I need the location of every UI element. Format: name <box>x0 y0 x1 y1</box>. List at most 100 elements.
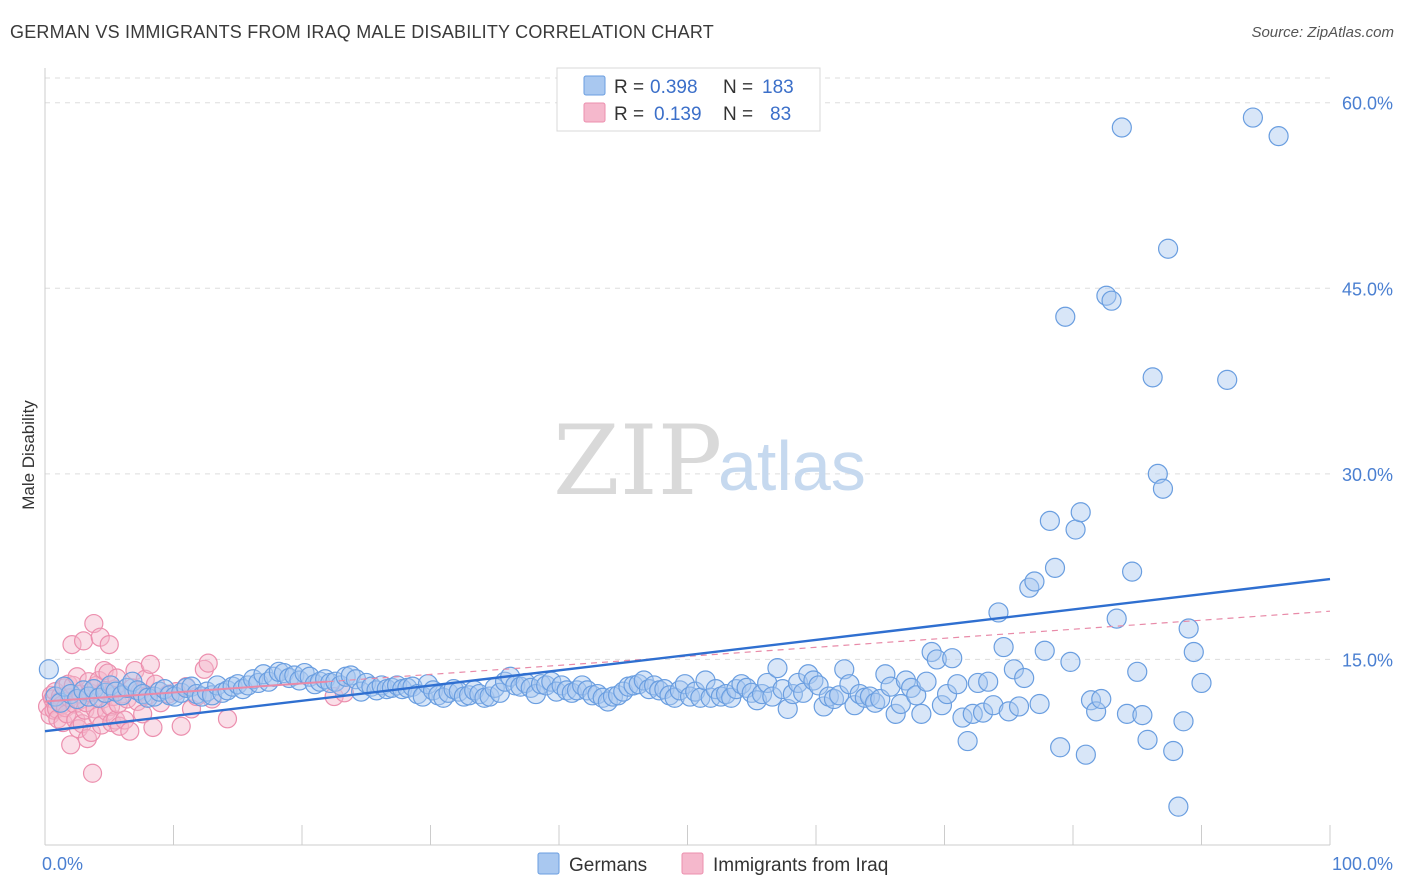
german-point <box>762 686 783 707</box>
german-point <box>998 701 1019 722</box>
iraq-point <box>143 717 163 738</box>
y-tick-label: 45.0% <box>1342 279 1393 299</box>
source-label: Source: ZipAtlas.com <box>1251 24 1394 41</box>
watermark-zip: ZIP <box>553 405 722 517</box>
german-point <box>1183 641 1204 663</box>
bottom-legend: Germans Immigrants from Iraq <box>537 852 888 876</box>
german-point <box>926 649 947 670</box>
iraq-point <box>198 653 218 673</box>
german-point <box>1147 463 1168 484</box>
y-tick-label: 30.0% <box>1342 465 1393 485</box>
german-point <box>1039 510 1060 531</box>
german-point <box>1075 744 1096 765</box>
german-point <box>1029 693 1050 715</box>
legend-swatch-iraq <box>583 102 606 123</box>
german-point <box>818 686 839 707</box>
german-point <box>911 703 932 724</box>
german-point <box>916 671 937 692</box>
german-point <box>1142 367 1163 388</box>
iraq-point <box>73 631 94 651</box>
german-point <box>1080 690 1102 711</box>
x-tick-label: 100.0% <box>1332 854 1393 874</box>
y-tick-label: 15.0% <box>1342 650 1393 670</box>
legend-r-value-iraq: 0.139 <box>654 104 702 125</box>
x-tick-labels: 0.0% 100.0% <box>42 854 1393 874</box>
german-point <box>808 675 829 696</box>
german-point <box>787 672 809 694</box>
legend-r-value-german: 0.398 <box>650 77 698 98</box>
german-point <box>50 692 71 713</box>
y-tick-labels: 15.0% 30.0% 45.0% 60.0% <box>1342 94 1393 671</box>
german-point <box>993 636 1014 658</box>
german-point <box>1014 667 1035 689</box>
german-point <box>947 674 968 695</box>
german-point <box>1152 478 1174 499</box>
german-point <box>880 676 901 697</box>
iraq-point <box>140 654 160 674</box>
german-point <box>1034 640 1055 661</box>
german-point <box>1122 561 1143 582</box>
german-point <box>1127 661 1148 682</box>
german-point <box>829 685 850 706</box>
german-point <box>1091 688 1112 710</box>
legend-r-label-iraq: R = <box>614 104 644 125</box>
german-point <box>1168 796 1189 817</box>
bottom-legend-swatch-german <box>537 852 560 875</box>
german-point <box>1101 290 1122 311</box>
trend-lines <box>44 577 1331 733</box>
german-point <box>906 685 927 706</box>
german-point <box>561 682 582 703</box>
legend-n-label-german: N = <box>723 77 753 98</box>
german-point <box>1116 703 1138 724</box>
german-point <box>1242 107 1264 128</box>
german-point <box>1024 571 1045 592</box>
german-point <box>1086 701 1107 722</box>
german-point <box>885 703 906 724</box>
german-point <box>782 683 803 705</box>
watermark: ZIP atlas <box>553 405 866 517</box>
german-point <box>1003 659 1024 680</box>
german-point <box>942 648 963 669</box>
german-point <box>813 696 834 717</box>
german-point <box>931 695 953 716</box>
german-point <box>772 679 793 700</box>
german-point <box>890 693 911 715</box>
german-point <box>525 683 546 705</box>
german-point <box>1157 238 1179 259</box>
german-point <box>1070 502 1091 523</box>
bottom-legend-label-iraq: Immigrants from Iraq <box>713 855 888 876</box>
top-legend: R = 0.398 N = 183 R = 0.139 N = 83 <box>556 67 821 132</box>
german-point <box>972 702 994 723</box>
german-point <box>674 674 696 695</box>
german-point <box>1163 740 1184 762</box>
iraq-trend-line-solid <box>44 680 328 703</box>
german-point <box>1055 306 1076 327</box>
legend-r-label-german: R = <box>614 77 644 98</box>
iraq-trend-line-dashed <box>327 610 1331 683</box>
german-point <box>957 730 978 752</box>
german-point <box>1050 737 1071 758</box>
german-point <box>1178 618 1199 639</box>
legend-n-label-iraq: N = <box>723 104 753 125</box>
y-tick-label: 60.0% <box>1342 94 1393 114</box>
german-point <box>978 671 999 692</box>
x-tick-label: 0.0% <box>42 854 83 874</box>
german-point <box>1137 729 1158 750</box>
german-point <box>1060 651 1081 673</box>
german-point <box>767 657 788 679</box>
chart-title: GERMAN VS IMMIGRANTS FROM IRAQ MALE DISA… <box>10 22 714 42</box>
german-point <box>1065 519 1086 540</box>
german-point <box>962 703 983 724</box>
iraq-point <box>120 721 140 741</box>
german-point <box>1106 608 1127 629</box>
german-point <box>834 659 855 680</box>
german-point <box>1132 705 1153 726</box>
german-point <box>1217 369 1238 390</box>
iraq-point <box>61 735 81 755</box>
german-point <box>38 659 59 680</box>
german-point <box>757 672 778 694</box>
iraq-point <box>217 709 238 729</box>
legend-swatch-german <box>583 75 606 96</box>
watermark-atlas: atlas <box>718 427 866 505</box>
